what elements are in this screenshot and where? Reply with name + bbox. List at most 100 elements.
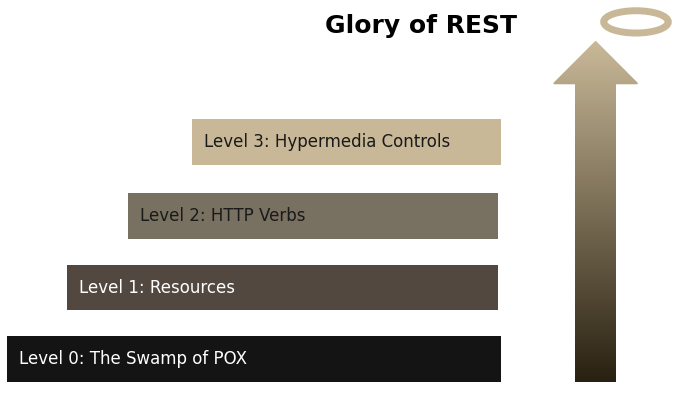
Bar — [575, 135, 616, 137]
Bar — [575, 205, 616, 207]
Bar — [575, 330, 616, 332]
Bar — [575, 183, 616, 185]
Bar — [192, 119, 501, 165]
Polygon shape — [561, 76, 631, 77]
Bar — [575, 93, 616, 96]
Polygon shape — [594, 42, 597, 43]
Bar — [575, 264, 616, 267]
Polygon shape — [564, 72, 627, 73]
Bar — [575, 230, 616, 233]
Bar — [575, 252, 616, 255]
Bar — [575, 155, 616, 157]
Bar — [575, 131, 616, 133]
Bar — [575, 83, 616, 86]
Bar — [575, 129, 616, 131]
Polygon shape — [576, 61, 615, 62]
Bar — [575, 169, 616, 171]
Bar — [575, 318, 616, 320]
Bar — [575, 97, 616, 100]
Polygon shape — [573, 63, 618, 64]
Bar — [575, 258, 616, 261]
Bar — [575, 207, 616, 209]
Polygon shape — [585, 52, 606, 53]
Bar — [575, 306, 616, 308]
Bar — [575, 121, 616, 123]
Bar — [575, 101, 616, 103]
Bar — [575, 175, 616, 177]
Bar — [575, 165, 616, 167]
Bar — [575, 234, 616, 237]
Bar — [575, 250, 616, 253]
Bar — [575, 181, 616, 183]
Bar — [575, 370, 616, 372]
Bar — [575, 171, 616, 173]
Polygon shape — [578, 59, 613, 60]
Polygon shape — [567, 70, 625, 71]
Bar — [575, 111, 616, 113]
Bar — [575, 314, 616, 316]
Bar — [575, 95, 616, 98]
Bar — [575, 159, 616, 161]
Bar — [575, 85, 616, 88]
Bar — [575, 91, 616, 94]
Bar — [575, 211, 616, 213]
Bar — [575, 350, 616, 352]
Bar — [575, 236, 616, 239]
Bar — [67, 265, 498, 310]
Bar — [575, 167, 616, 169]
Bar — [575, 354, 616, 356]
Bar — [575, 105, 616, 107]
Bar — [575, 161, 616, 163]
Bar — [575, 187, 616, 189]
Bar — [575, 123, 616, 125]
Bar — [575, 143, 616, 145]
Bar — [575, 232, 616, 235]
Bar — [575, 322, 616, 324]
Bar — [7, 336, 501, 382]
Polygon shape — [590, 47, 602, 48]
Bar — [575, 191, 616, 193]
Bar — [575, 238, 616, 241]
Bar — [575, 284, 616, 287]
Bar — [575, 107, 616, 109]
Bar — [575, 149, 616, 151]
Bar — [575, 117, 616, 119]
Bar — [575, 127, 616, 129]
Bar — [575, 344, 616, 346]
Polygon shape — [556, 81, 635, 82]
Bar — [575, 272, 616, 275]
Polygon shape — [569, 67, 622, 68]
Bar — [575, 173, 616, 175]
Bar — [575, 270, 616, 273]
Bar — [575, 141, 616, 143]
Bar — [575, 177, 616, 179]
Bar — [575, 328, 616, 330]
Polygon shape — [586, 51, 606, 52]
Bar — [575, 157, 616, 159]
Bar — [575, 312, 616, 314]
Bar — [575, 240, 616, 243]
Bar — [575, 109, 616, 111]
Bar — [575, 292, 616, 295]
Bar — [575, 260, 616, 263]
Bar — [575, 340, 616, 342]
Polygon shape — [583, 53, 608, 54]
Bar — [575, 294, 616, 297]
Bar — [575, 278, 616, 281]
Bar — [575, 346, 616, 348]
Bar — [575, 304, 616, 306]
Bar — [575, 254, 616, 257]
Bar — [575, 139, 616, 141]
Text: Level 0: The Swamp of POX: Level 0: The Swamp of POX — [19, 350, 247, 368]
Bar — [575, 356, 616, 358]
Bar — [575, 308, 616, 310]
Bar — [575, 372, 616, 374]
Polygon shape — [563, 74, 629, 75]
Bar — [575, 179, 616, 181]
Bar — [575, 316, 616, 318]
Bar — [575, 113, 616, 115]
Bar — [575, 189, 616, 191]
Bar — [575, 296, 616, 298]
Bar — [575, 145, 616, 147]
Bar — [575, 300, 616, 302]
